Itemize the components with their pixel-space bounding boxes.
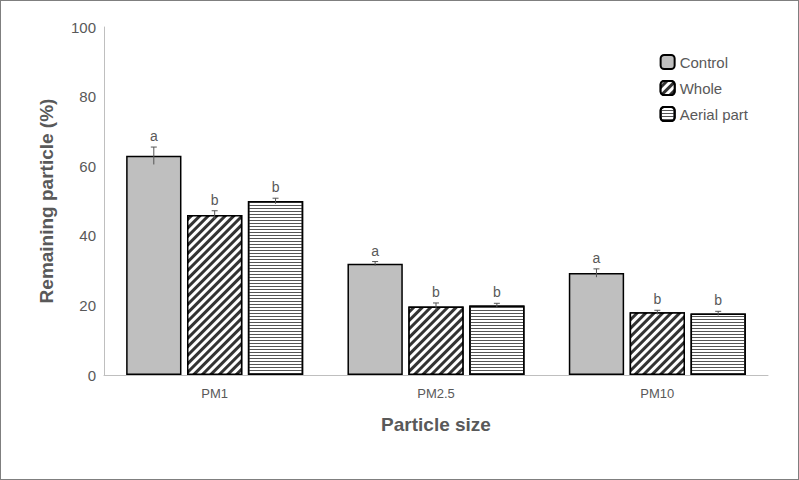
svg-text:b: b xyxy=(653,291,661,307)
svg-text:b: b xyxy=(714,292,722,308)
svg-text:a: a xyxy=(593,250,601,266)
svg-text:b: b xyxy=(211,192,219,208)
svg-text:Control: Control xyxy=(680,54,728,71)
svg-text:20: 20 xyxy=(79,297,96,314)
svg-text:Remaining particle (%): Remaining particle (%) xyxy=(36,99,57,304)
svg-text:PM10: PM10 xyxy=(640,386,674,401)
svg-text:40: 40 xyxy=(79,227,96,244)
svg-text:80: 80 xyxy=(79,88,96,105)
svg-text:Aerial part: Aerial part xyxy=(680,106,749,123)
svg-text:b: b xyxy=(493,284,501,300)
svg-text:b: b xyxy=(432,284,440,300)
svg-text:Particle size: Particle size xyxy=(381,414,491,435)
svg-text:PM1: PM1 xyxy=(201,386,228,401)
svg-text:a: a xyxy=(150,128,158,144)
svg-text:0: 0 xyxy=(88,367,96,384)
svg-text:Whole: Whole xyxy=(680,80,723,97)
svg-text:a: a xyxy=(371,243,379,259)
svg-text:100: 100 xyxy=(71,19,96,36)
svg-text:60: 60 xyxy=(79,158,96,175)
svg-text:b: b xyxy=(272,179,280,195)
svg-text:PM2.5: PM2.5 xyxy=(417,386,455,401)
